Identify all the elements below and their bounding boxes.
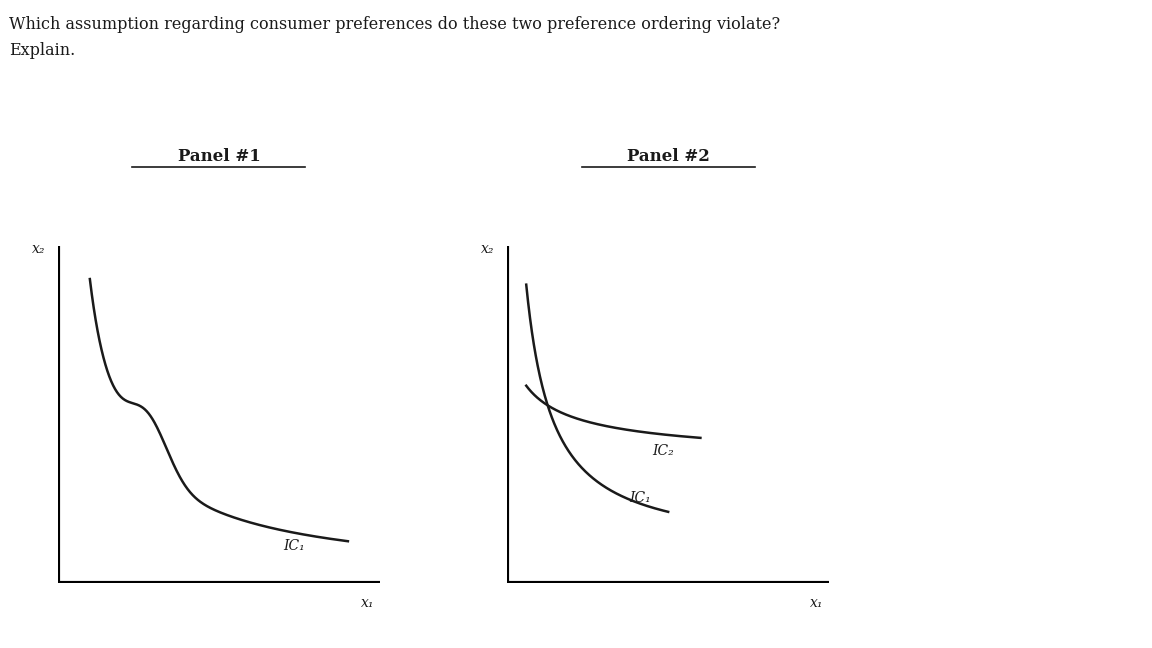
Text: IC₁: IC₁ — [629, 491, 651, 505]
Text: Which assumption regarding consumer preferences do these two preference ordering: Which assumption regarding consumer pref… — [9, 16, 780, 33]
Text: x₂: x₂ — [31, 242, 45, 256]
Text: IC₁: IC₁ — [283, 538, 305, 553]
Text: Panel #1: Panel #1 — [177, 148, 260, 165]
Text: x₂: x₂ — [480, 242, 494, 256]
Text: Panel #2: Panel #2 — [627, 148, 710, 165]
Text: IC₂: IC₂ — [652, 444, 674, 458]
Text: x₁: x₁ — [361, 596, 374, 610]
Text: Explain.: Explain. — [9, 42, 76, 59]
Text: x₁: x₁ — [810, 596, 824, 610]
